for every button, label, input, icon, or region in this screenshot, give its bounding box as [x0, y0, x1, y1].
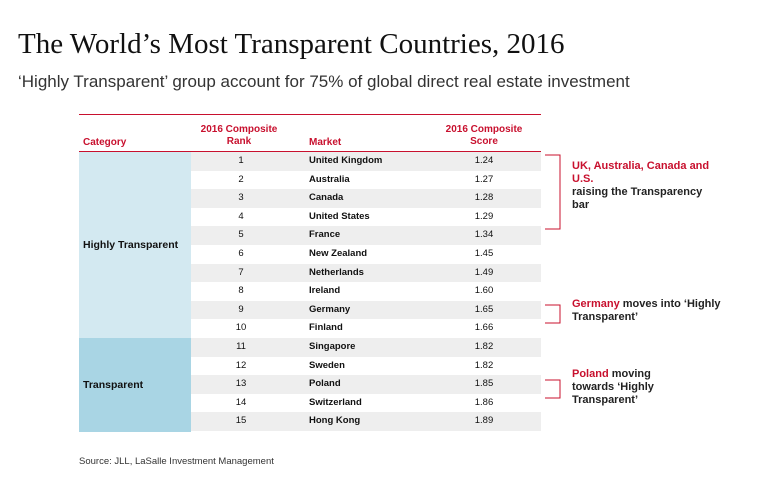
- rank-cell: 13: [235, 378, 247, 390]
- header-category: Category: [83, 137, 127, 148]
- score-cell: 1.86: [474, 396, 494, 408]
- header-rank: 2016 Composite Rank: [200, 124, 278, 147]
- score-cell: 1.60: [474, 285, 494, 297]
- table-row: 6 New Zealand 1.45: [191, 245, 541, 264]
- rank-cell: 4: [238, 210, 244, 222]
- rank-cell: 3: [238, 192, 244, 204]
- table-row: 11 Singapore 1.82: [191, 337, 541, 357]
- bracket-germany: [545, 304, 561, 324]
- header-score: 2016 Composite Score: [445, 124, 523, 147]
- table-row: 7 Netherlands 1.49: [191, 263, 541, 283]
- score-cell: 1.66: [474, 322, 494, 334]
- table-row: 9 Germany 1.65: [191, 300, 541, 320]
- score-cell: 1.82: [474, 340, 494, 352]
- market-cell: Singapore: [309, 340, 356, 352]
- note-germany: Germany moves into ‘Highly Transparent’: [572, 298, 722, 324]
- market-cell: Canada: [309, 192, 344, 204]
- rank-cell: 9: [238, 303, 244, 315]
- table-body: Highly Transparent Transparent 1 United K…: [79, 152, 541, 432]
- rank-cell: 5: [238, 229, 244, 241]
- bracket-top-four: [545, 154, 561, 230]
- market-cell: France: [309, 229, 341, 241]
- market-cell: United States: [309, 210, 370, 222]
- category-label: Highly Transparent: [83, 239, 179, 251]
- note-poland-highlight: Poland: [572, 368, 609, 380]
- table-row: 15 Hong Kong 1.89: [191, 412, 541, 431]
- market-cell: New Zealand: [309, 247, 368, 259]
- note-top-four-highlight: UK, Australia, Canada and U.S.: [572, 160, 710, 185]
- rank-cell: 6: [238, 247, 244, 259]
- market-cell: Sweden: [309, 359, 345, 371]
- header-market: Market: [309, 137, 342, 148]
- rank-cell: 7: [238, 266, 244, 278]
- score-cell: 1.65: [474, 303, 494, 315]
- score-cell: 1.29: [474, 210, 494, 222]
- note-poland-text: moving towards ‘Highly Transparent’: [572, 368, 654, 406]
- note-top-four: UK, Australia, Canada and U.S. raising t…: [572, 160, 712, 212]
- score-cell: 1.45: [474, 247, 494, 259]
- rank-cell: 14: [235, 396, 247, 408]
- note-poland: Poland moving towards ‘Highly Transparen…: [572, 368, 682, 407]
- source-note: Source: JLL, LaSalle Investment Manageme…: [79, 456, 274, 467]
- score-cell: 1.89: [474, 415, 494, 427]
- rank-cell: 15: [235, 415, 247, 427]
- rank-cell: 12: [235, 359, 247, 371]
- table-row: 4 United States 1.29: [191, 208, 541, 227]
- score-cell: 1.85: [474, 378, 494, 390]
- note-germany-highlight: Germany: [572, 298, 620, 310]
- bracket-poland: [545, 379, 561, 399]
- table-row: 3 Canada 1.28: [191, 189, 541, 208]
- market-cell: Poland: [309, 378, 341, 390]
- market-cell: Ireland: [309, 285, 341, 297]
- score-cell: 1.34: [474, 229, 494, 241]
- table-row: 13 Poland 1.85: [191, 375, 541, 394]
- table-row: 12 Sweden 1.82: [191, 357, 541, 376]
- page-title: The World’s Most Transparent Countries, …: [18, 28, 565, 60]
- market-cell: Hong Kong: [309, 415, 361, 427]
- category-label: Transparent: [83, 379, 144, 391]
- table-row: 14 Switzerland 1.86: [191, 394, 541, 413]
- rank-cell: 10: [235, 322, 247, 334]
- market-cell: Netherlands: [309, 266, 364, 278]
- category-transparent: Transparent: [79, 338, 191, 432]
- table-row: 2 Australia 1.27: [191, 171, 541, 190]
- score-cell: 1.49: [474, 266, 494, 278]
- rank-cell: 11: [236, 340, 246, 352]
- table-header: Category 2016 Composite Rank Market 2016…: [79, 114, 541, 152]
- rank-cell: 1: [238, 155, 244, 166]
- table-row: 10 Finland 1.66: [191, 319, 541, 338]
- market-cell: Australia: [309, 173, 350, 185]
- market-cell: United Kingdom: [309, 155, 383, 166]
- score-cell: 1.82: [474, 359, 494, 371]
- table-row: 5 France 1.34: [191, 226, 541, 245]
- score-cell: 1.28: [474, 192, 494, 204]
- note-germany-text: moves into ‘Highly Transparent’: [572, 298, 721, 323]
- table-row: 8 Ireland 1.60: [191, 282, 541, 301]
- market-cell: Switzerland: [309, 396, 362, 408]
- table-row: 1 United Kingdom 1.24: [191, 152, 541, 171]
- rank-cell: 2: [238, 173, 244, 185]
- category-highly-transparent: Highly Transparent: [79, 152, 191, 338]
- market-cell: Finland: [309, 322, 343, 334]
- rank-cell: 8: [238, 285, 244, 297]
- market-cell: Germany: [309, 303, 351, 315]
- note-top-four-text: raising the Transparency bar: [572, 186, 703, 211]
- score-cell: 1.24: [474, 155, 494, 166]
- transparency-table: Category 2016 Composite Rank Market 2016…: [79, 114, 541, 432]
- page-subtitle: ‘Highly Transparent’ group account for 7…: [18, 72, 630, 91]
- score-cell: 1.27: [474, 173, 494, 185]
